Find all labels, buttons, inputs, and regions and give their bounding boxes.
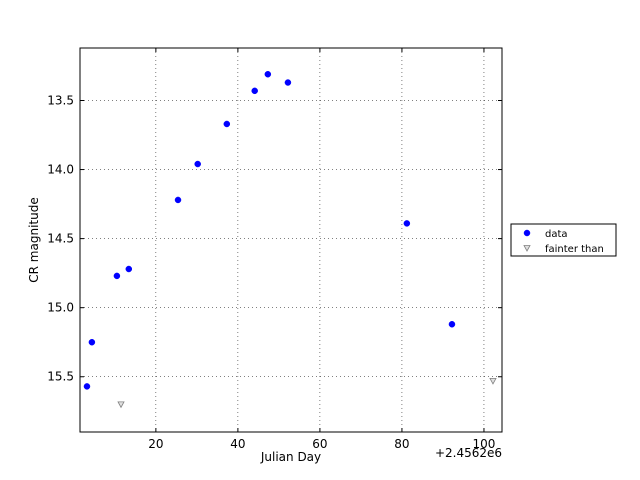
x-tick-label: 80	[394, 437, 409, 451]
y-tick-label: 14.5	[47, 232, 74, 246]
x-tick-label: 100	[473, 437, 496, 451]
x-tick-label: 60	[312, 437, 327, 451]
y-tick-label: 14.0	[47, 163, 74, 177]
point	[284, 79, 292, 86]
point	[403, 220, 411, 227]
point	[88, 338, 96, 346]
x-axis-label: Julian Day	[260, 450, 321, 464]
legend-marker	[523, 229, 531, 237]
point	[264, 70, 272, 78]
point	[117, 401, 125, 409]
plot-frame	[79, 47, 503, 433]
x-tick-label: 20	[148, 437, 163, 451]
point	[448, 321, 456, 328]
point	[113, 272, 121, 280]
legend-label: data	[545, 229, 568, 240]
point	[251, 87, 258, 95]
point	[174, 196, 182, 204]
y-axis-label: CR magnitude	[27, 197, 41, 282]
legend-frame	[510, 223, 617, 257]
y-tick-label: 15.0	[47, 301, 74, 315]
y-tick-label: 15.5	[47, 370, 74, 384]
point	[125, 265, 133, 273]
point	[223, 120, 231, 128]
x-offset-label: +2.4562e6	[435, 446, 502, 460]
legend-marker	[523, 245, 531, 252]
point	[489, 377, 497, 385]
point	[194, 160, 201, 168]
legend-label: fainter than	[545, 244, 604, 255]
y-tick-label: 13.5	[47, 93, 74, 107]
point	[83, 383, 91, 390]
x-tick-label: 40	[230, 437, 245, 451]
